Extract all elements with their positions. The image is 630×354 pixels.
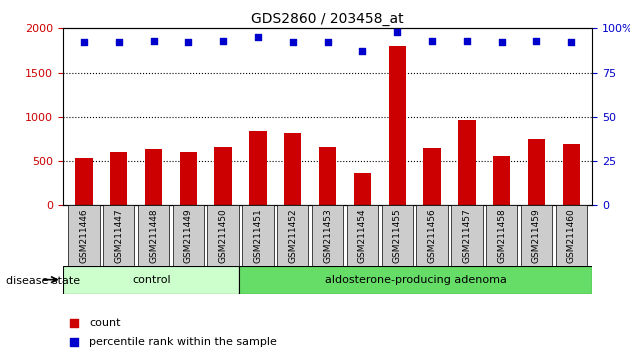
FancyBboxPatch shape bbox=[486, 205, 517, 266]
Text: GSM211456: GSM211456 bbox=[428, 208, 437, 263]
Bar bbox=[110, 152, 127, 205]
Point bbox=[79, 40, 89, 45]
Point bbox=[183, 40, 193, 45]
Text: GSM211453: GSM211453 bbox=[323, 208, 332, 263]
Text: percentile rank within the sample: percentile rank within the sample bbox=[89, 337, 277, 347]
Bar bbox=[180, 152, 197, 205]
Text: GSM211449: GSM211449 bbox=[184, 208, 193, 263]
Text: GSM211452: GSM211452 bbox=[289, 208, 297, 263]
FancyBboxPatch shape bbox=[243, 205, 273, 266]
Text: GSM211459: GSM211459 bbox=[532, 208, 541, 263]
Bar bbox=[284, 133, 302, 205]
Point bbox=[427, 38, 437, 44]
Point bbox=[253, 34, 263, 40]
Text: GSM211448: GSM211448 bbox=[149, 208, 158, 263]
Point bbox=[323, 40, 333, 45]
FancyBboxPatch shape bbox=[451, 205, 483, 266]
Bar bbox=[423, 148, 441, 205]
Bar bbox=[389, 46, 406, 205]
Title: GDS2860 / 203458_at: GDS2860 / 203458_at bbox=[251, 12, 404, 26]
FancyBboxPatch shape bbox=[63, 266, 239, 294]
Bar bbox=[458, 120, 476, 205]
FancyBboxPatch shape bbox=[277, 205, 309, 266]
FancyBboxPatch shape bbox=[173, 205, 204, 266]
FancyBboxPatch shape bbox=[103, 205, 134, 266]
Point bbox=[419, 75, 429, 81]
Point bbox=[218, 38, 228, 44]
FancyBboxPatch shape bbox=[382, 205, 413, 266]
Point bbox=[419, 249, 429, 255]
FancyBboxPatch shape bbox=[239, 266, 592, 294]
Point bbox=[357, 48, 367, 54]
Point bbox=[113, 40, 123, 45]
FancyBboxPatch shape bbox=[416, 205, 448, 266]
Point bbox=[532, 38, 542, 44]
Bar bbox=[249, 131, 266, 205]
FancyBboxPatch shape bbox=[346, 205, 378, 266]
Text: count: count bbox=[89, 318, 121, 328]
Text: GSM211447: GSM211447 bbox=[114, 208, 123, 263]
Point bbox=[288, 40, 298, 45]
FancyBboxPatch shape bbox=[207, 205, 239, 266]
Text: GSM211460: GSM211460 bbox=[567, 208, 576, 263]
Bar bbox=[319, 147, 336, 205]
Bar bbox=[214, 147, 232, 205]
Text: GSM211450: GSM211450 bbox=[219, 208, 227, 263]
Text: disease state: disease state bbox=[6, 276, 81, 286]
Text: GSM211446: GSM211446 bbox=[79, 208, 88, 263]
Text: GSM211455: GSM211455 bbox=[392, 208, 402, 263]
Point bbox=[566, 40, 576, 45]
Point bbox=[496, 40, 507, 45]
Bar bbox=[563, 144, 580, 205]
Text: control: control bbox=[132, 275, 171, 285]
Bar bbox=[493, 156, 510, 205]
Point bbox=[462, 38, 472, 44]
Bar bbox=[75, 158, 93, 205]
FancyBboxPatch shape bbox=[312, 205, 343, 266]
Text: GSM211454: GSM211454 bbox=[358, 208, 367, 263]
Text: GSM211457: GSM211457 bbox=[462, 208, 471, 263]
Text: GSM211458: GSM211458 bbox=[497, 208, 506, 263]
Point bbox=[149, 38, 159, 44]
Text: aldosterone-producing adenoma: aldosterone-producing adenoma bbox=[325, 275, 507, 285]
Bar bbox=[353, 173, 371, 205]
FancyBboxPatch shape bbox=[138, 205, 169, 266]
FancyBboxPatch shape bbox=[521, 205, 552, 266]
Bar bbox=[145, 149, 163, 205]
FancyBboxPatch shape bbox=[68, 205, 100, 266]
Text: GSM211451: GSM211451 bbox=[253, 208, 263, 263]
FancyBboxPatch shape bbox=[556, 205, 587, 266]
Point bbox=[392, 29, 403, 35]
Bar bbox=[528, 139, 545, 205]
